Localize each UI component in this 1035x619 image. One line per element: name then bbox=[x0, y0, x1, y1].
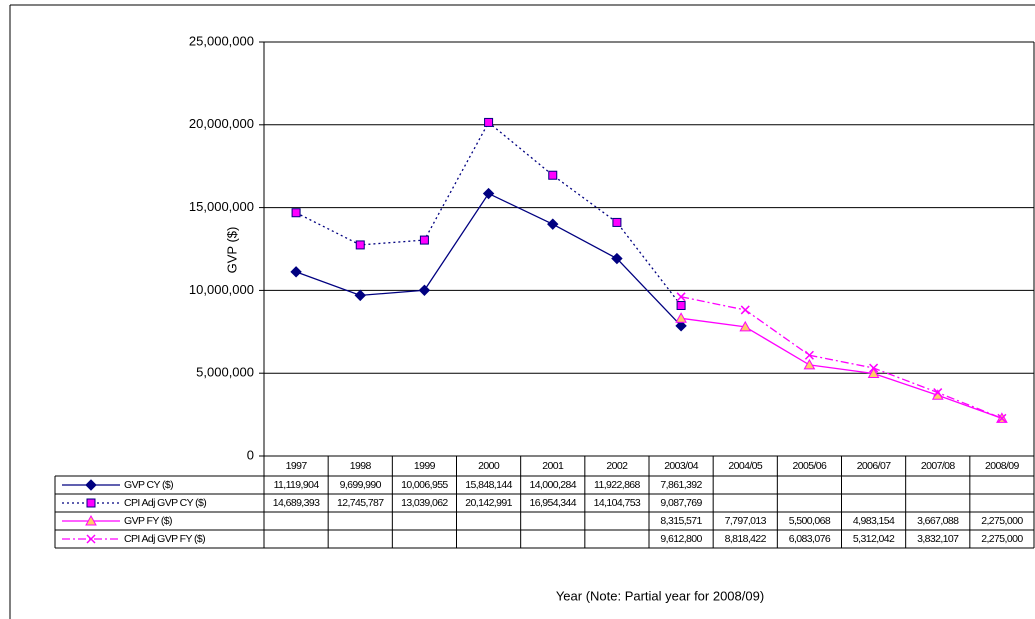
data-point bbox=[291, 208, 301, 218]
y-tick-label: 25,000,000 bbox=[189, 33, 254, 48]
data-point bbox=[355, 240, 365, 250]
data-point bbox=[867, 367, 880, 378]
data-point bbox=[676, 292, 686, 302]
y-tick-label: 0 bbox=[247, 447, 254, 462]
table-value: 11,119,904 bbox=[274, 479, 320, 491]
table-value: 4,983,154 bbox=[853, 515, 895, 527]
data-point bbox=[804, 350, 814, 360]
x-tick-label: 2005/06 bbox=[793, 460, 828, 472]
data-point bbox=[419, 235, 429, 245]
x-tick-label: 2004/05 bbox=[728, 460, 763, 472]
series-line bbox=[295, 121, 682, 306]
x-tick-label: 2007/08 bbox=[921, 460, 956, 472]
y-tick-label: 10,000,000 bbox=[189, 282, 254, 297]
x-tick-label: 2008/09 bbox=[985, 460, 1020, 472]
data-point bbox=[933, 388, 943, 398]
legend-label: GVP CY ($) bbox=[124, 479, 173, 491]
data-point bbox=[803, 358, 816, 370]
y-tick-label: 15,000,000 bbox=[189, 199, 254, 214]
table-value: 5,500,068 bbox=[789, 515, 831, 527]
x-tick-label: 1998 bbox=[350, 460, 372, 472]
data-point bbox=[997, 413, 1007, 423]
table-value: 9,087,769 bbox=[660, 497, 702, 509]
table-value: 13,039,062 bbox=[401, 497, 448, 509]
legend-label: CPI Adj GVP FY ($) bbox=[124, 533, 205, 545]
table-value: 2,275,000 bbox=[981, 533, 1023, 545]
data-point bbox=[611, 252, 623, 265]
legend-label: CPI Adj GVP CY ($) bbox=[124, 497, 206, 509]
table-value: 14,689,393 bbox=[273, 497, 320, 509]
data-point bbox=[482, 187, 495, 200]
data-point bbox=[869, 363, 879, 373]
table-value: 20,142,991 bbox=[465, 497, 512, 509]
table-value: 6,083,076 bbox=[789, 533, 831, 545]
series-line bbox=[680, 317, 1003, 419]
legend-marker bbox=[85, 479, 97, 491]
x-tick-label: 2003/04 bbox=[664, 460, 699, 472]
data-point bbox=[354, 289, 366, 302]
x-tick-label: 2001 bbox=[542, 460, 564, 472]
legend-marker bbox=[86, 498, 96, 508]
table-value: 8,315,571 bbox=[660, 515, 702, 527]
table-value: 7,861,392 bbox=[660, 479, 702, 491]
table-value: 14,104,753 bbox=[594, 497, 641, 509]
x-axis-title: Year (Note: Partial year for 2008/09) bbox=[556, 588, 764, 603]
table-value: 12,745,787 bbox=[337, 497, 384, 509]
data-point bbox=[547, 218, 559, 230]
x-tick-label: 2006/07 bbox=[857, 460, 892, 472]
legend-label: GVP FY ($) bbox=[124, 515, 172, 527]
series-line bbox=[680, 296, 1003, 419]
data-point bbox=[740, 305, 750, 315]
table-value: 9,612,800 bbox=[660, 533, 702, 545]
data-point bbox=[548, 170, 558, 180]
data-point bbox=[612, 217, 622, 227]
table-value: 3,667,088 bbox=[917, 515, 959, 527]
legend-marker bbox=[85, 514, 97, 526]
data-point bbox=[290, 266, 302, 278]
y-tick-label: 20,000,000 bbox=[189, 116, 254, 131]
x-tick-label: 2000 bbox=[478, 460, 500, 472]
x-tick-label: 2002 bbox=[606, 460, 628, 472]
table-value: 3,832,107 bbox=[917, 533, 959, 545]
data-point bbox=[675, 320, 687, 332]
table-value: 8,818,422 bbox=[725, 533, 767, 545]
data-point bbox=[418, 284, 431, 296]
data-point bbox=[675, 312, 687, 323]
y-tick-label: 5,000,000 bbox=[196, 365, 254, 380]
table-value: 14,000,284 bbox=[529, 479, 576, 491]
series-line bbox=[295, 192, 682, 327]
data-point bbox=[739, 320, 752, 332]
legend-marker bbox=[86, 534, 96, 544]
table-value: 16,954,344 bbox=[529, 497, 576, 509]
table-value: 9,699,990 bbox=[340, 479, 382, 491]
table-value: 10,006,955 bbox=[401, 479, 448, 491]
data-point bbox=[676, 301, 686, 311]
y-axis-title: GVP ($) bbox=[224, 227, 239, 274]
table-value: 7,797,013 bbox=[725, 515, 767, 527]
x-tick-label: 1997 bbox=[286, 460, 308, 472]
x-tick-label: 1999 bbox=[414, 460, 436, 472]
data-point bbox=[484, 117, 494, 127]
table-value: 11,922,868 bbox=[594, 479, 641, 491]
table-value: 15,848,144 bbox=[465, 479, 512, 491]
table-value: 5,312,042 bbox=[853, 533, 895, 545]
table-value: 2,275,000 bbox=[981, 515, 1023, 527]
